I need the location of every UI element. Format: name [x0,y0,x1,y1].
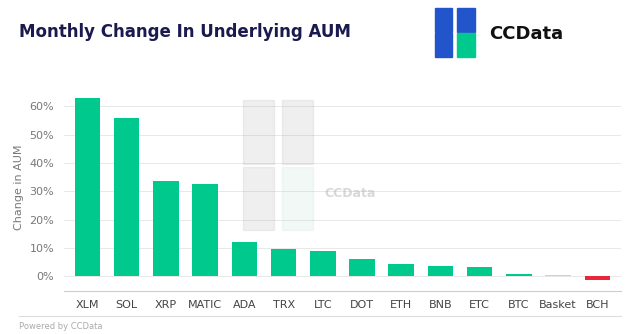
Text: Powered by CCData: Powered by CCData [19,322,102,331]
Text: CCData: CCData [325,187,376,200]
Bar [506,274,532,277]
Bar [193,184,218,277]
Bar [310,251,335,277]
Bar [545,275,571,277]
Bar [458,33,475,57]
Bar [428,267,453,277]
Bar [243,167,274,230]
Text: Monthly Change In Underlying AUM: Monthly Change In Underlying AUM [19,23,351,41]
Bar [467,267,492,277]
Bar [435,33,452,57]
Bar [232,242,257,277]
Bar [388,264,414,277]
Y-axis label: Change in AUM: Change in AUM [14,144,24,230]
Text: CCData: CCData [489,25,563,43]
Bar [75,98,100,277]
Bar [458,8,475,32]
Bar [584,277,610,280]
Bar [243,100,274,164]
Bar [282,167,313,230]
Bar [271,249,296,277]
Bar [435,8,452,32]
Bar [153,181,179,277]
Bar [349,260,375,277]
Bar [282,100,313,164]
Bar [114,118,140,277]
